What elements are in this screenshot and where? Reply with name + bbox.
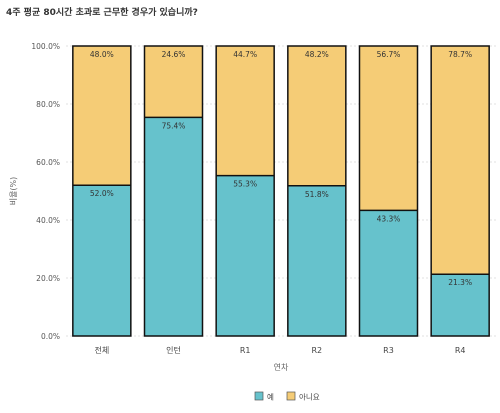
bar-outline (72, 45, 132, 337)
bar-no (72, 46, 131, 186)
y-tick-label: 100.0% (31, 42, 60, 51)
x-axis-label: 연차 (274, 363, 289, 372)
y-axis-label: 비율(%) (9, 177, 18, 206)
bar-no (144, 46, 203, 118)
data-label: 78.7% (448, 50, 472, 59)
x-tick-label: R4 (455, 346, 466, 355)
bar-no (287, 46, 346, 186)
x-tick-label: R2 (312, 346, 323, 355)
bar-outline (287, 45, 347, 337)
bar-yes (72, 185, 131, 336)
data-label: 56.7% (377, 50, 401, 59)
bar-outline (358, 45, 419, 337)
y-tick-label: 80.0% (36, 100, 60, 109)
x-tick-label: 인턴 (166, 345, 181, 355)
legend-swatch (286, 391, 296, 401)
data-label: 55.3% (233, 180, 257, 189)
data-label: 52.0% (90, 189, 114, 198)
bar-outline (430, 45, 490, 337)
data-label: 21.3% (448, 278, 472, 287)
y-tick-label: 0.0% (41, 332, 60, 341)
legend: 예 아니요 (254, 391, 320, 402)
y-tick-label: 60.0% (36, 158, 60, 167)
x-tick-label: R3 (383, 346, 394, 355)
bars (72, 45, 490, 337)
bar-no (431, 46, 490, 275)
bar-yes (359, 210, 418, 336)
data-label: 43.3% (377, 214, 401, 223)
data-label: 24.6% (162, 50, 186, 59)
data-label: 75.4% (162, 121, 186, 130)
legend-label: 아니요 (299, 392, 320, 402)
chart-title: 4주 평균 80시간 초과로 근무한 경우가 있습니까? (6, 8, 198, 18)
bar-yes (216, 175, 275, 336)
data-labels: 52.0% 48.0% 75.4% 24.6% 55.3% 44.7% 51.8% 48.2%… (90, 50, 472, 287)
bar-yes (144, 117, 203, 336)
y-tick-label: 20.0% (36, 274, 60, 283)
bar-yes (287, 185, 346, 336)
legend-swatch (254, 391, 264, 401)
x-tick-label: 전체 (94, 345, 109, 355)
data-label: 44.7% (233, 50, 257, 59)
y-tick-label: 40.0% (36, 216, 60, 225)
bar-no (216, 46, 275, 176)
data-label: 51.8% (305, 190, 329, 199)
data-label: 48.2% (305, 50, 329, 59)
bar-yes (431, 274, 490, 336)
bar-outline (215, 45, 275, 337)
bar-outline (143, 45, 204, 337)
y-axis-ticks: 0.0% 20.0% 40.0% 60.0% 80.0% 100.0% (31, 42, 60, 341)
data-label: 48.0% (90, 50, 114, 59)
x-tick-label: R1 (240, 346, 251, 355)
x-axis-ticks: 전체 인턴 R1 R2 R3 R4 (94, 345, 465, 355)
legend-label: 예 (267, 392, 274, 402)
bar-no (359, 46, 418, 211)
